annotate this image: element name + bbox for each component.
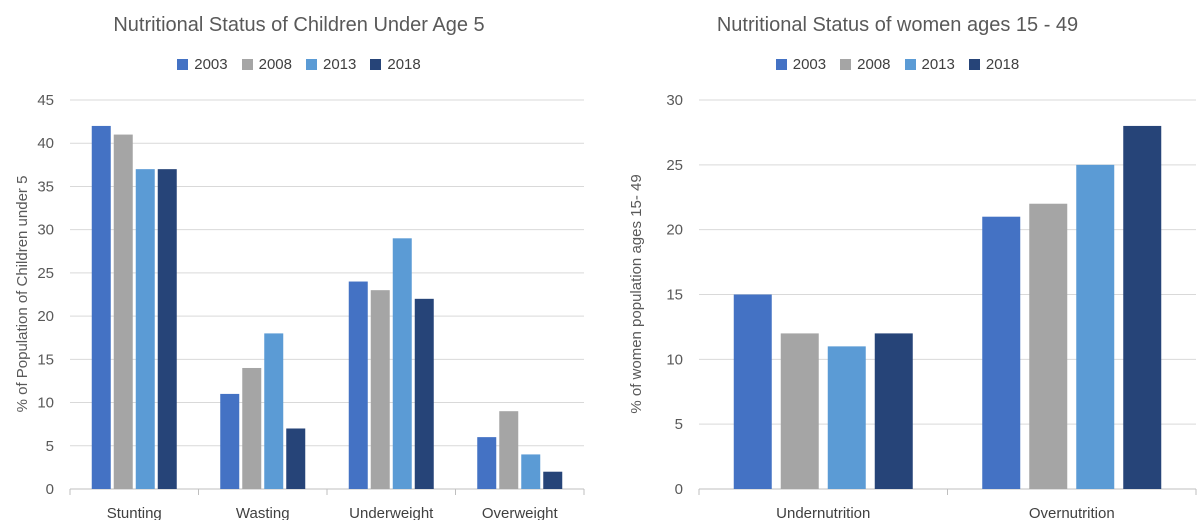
- x-category-label: Overweight: [482, 505, 559, 520]
- legend-swatch: [968, 59, 980, 70]
- y-tick-label: 35: [37, 178, 54, 195]
- bar-2003-overweight: [477, 437, 497, 489]
- legend-label: 2003: [792, 56, 827, 73]
- legend-item-2008: 2008: [241, 56, 292, 73]
- legend-swatch: [241, 59, 253, 70]
- bar-2003-underweight: [348, 281, 368, 489]
- legend-item-2003: 2003: [177, 56, 228, 73]
- y-tick-label: 15: [666, 287, 683, 304]
- legend-item-2013: 2013: [306, 56, 356, 73]
- y-tick-label: 10: [666, 351, 683, 368]
- y-tick-label: 10: [37, 395, 54, 412]
- legend-swatch: [177, 59, 189, 70]
- y-tick-label: 15: [37, 351, 54, 368]
- bar-2008-stunting: [113, 134, 133, 490]
- bar-2018-overnutrition: [1123, 125, 1162, 489]
- bar-2003-overnutrition: [982, 216, 1021, 489]
- women-chart-panel: Nutritional Status of women ages 15 - 49…: [598, 0, 1197, 520]
- bar-2003-stunting: [91, 125, 111, 489]
- bar-2018-underweight: [414, 298, 434, 489]
- legend-item-2018: 2018: [968, 56, 1020, 73]
- legend-swatch: [840, 59, 852, 70]
- y-axis-label: % of Population of Children under 5: [14, 176, 31, 413]
- bar-2013-undernutrition: [827, 346, 866, 489]
- legend-item-2003: 2003: [775, 56, 827, 73]
- y-tick-label: 30: [666, 92, 683, 109]
- legend-label: 2013: [921, 56, 955, 73]
- y-tick-label: 40: [37, 135, 54, 152]
- legend-label: 2003: [194, 56, 228, 73]
- bar-2008-underweight: [370, 290, 390, 489]
- x-category-label: Overnutrition: [1029, 505, 1115, 520]
- legend: 2003 2008 2013 2018: [0, 56, 598, 73]
- x-category-label: Wasting: [236, 505, 290, 520]
- bar-2018-undernutrition: [874, 333, 913, 489]
- legend-label: 2013: [323, 56, 357, 73]
- legend-label: 2018: [985, 56, 1020, 73]
- legend-label: 2008: [857, 56, 891, 73]
- y-tick-label: 25: [666, 157, 683, 174]
- legend: 2003 2008 2013 2018: [598, 56, 1197, 73]
- y-tick-label: 0: [675, 481, 683, 498]
- chart-title: Nutritional Status of Children Under Age…: [113, 14, 485, 36]
- bar-2003-wasting: [220, 393, 240, 489]
- children-bar-chart: 0 5 10 15 20 25 30 35 40 45 Stunting Wasting Underwe…: [14, 92, 585, 520]
- bar-2008-overnutrition: [1029, 203, 1068, 489]
- bar-2013-overnutrition: [1076, 164, 1115, 490]
- x-category-label: Underweight: [349, 505, 434, 520]
- legend-swatch: [775, 59, 787, 70]
- bar-2008-overweight: [499, 411, 519, 489]
- bar-2008-undernutrition: [780, 333, 819, 489]
- y-tick-label: 45: [37, 92, 54, 109]
- y-tick-label: 0: [46, 481, 54, 498]
- children-chart-panel: Nutritional Status of Children Under Age…: [0, 0, 598, 520]
- legend-swatch: [904, 59, 916, 70]
- bar-2003-undernutrition: [733, 294, 772, 489]
- bar-2008-wasting: [242, 367, 262, 489]
- legend-swatch: [370, 59, 382, 70]
- bar-2013-overweight: [521, 454, 541, 489]
- legend-item-2008: 2008: [840, 56, 891, 73]
- legend-item-2013: 2013: [904, 56, 955, 73]
- women-bar-chart: 0 5 10 15 20 25 30 Undernutrition Overnutrition%…: [628, 92, 1197, 520]
- y-axis-label: % of women population ages 15- 49: [628, 174, 645, 413]
- y-tick-label: 5: [675, 416, 683, 433]
- y-tick-label: 25: [37, 265, 54, 282]
- x-category-label: Stunting: [107, 505, 162, 520]
- bar-2013-underweight: [392, 238, 412, 489]
- bar-2018-overweight: [543, 471, 563, 489]
- legend-swatch: [306, 59, 317, 70]
- bar-2018-wasting: [286, 428, 306, 489]
- bar-2013-wasting: [264, 333, 284, 489]
- bar-2018-stunting: [157, 169, 177, 489]
- chart-title: Nutritional Status of women ages 15 - 49: [716, 14, 1079, 36]
- legend-item-2018: 2018: [370, 56, 421, 73]
- x-category-label: Undernutrition: [776, 505, 870, 520]
- y-tick-label: 5: [46, 438, 54, 455]
- bar-2013-stunting: [135, 169, 155, 489]
- y-tick-label: 30: [37, 222, 54, 239]
- y-tick-label: 20: [37, 308, 54, 325]
- y-tick-label: 20: [666, 222, 683, 239]
- legend-label: 2018: [387, 56, 421, 73]
- legend-label: 2008: [258, 56, 292, 73]
